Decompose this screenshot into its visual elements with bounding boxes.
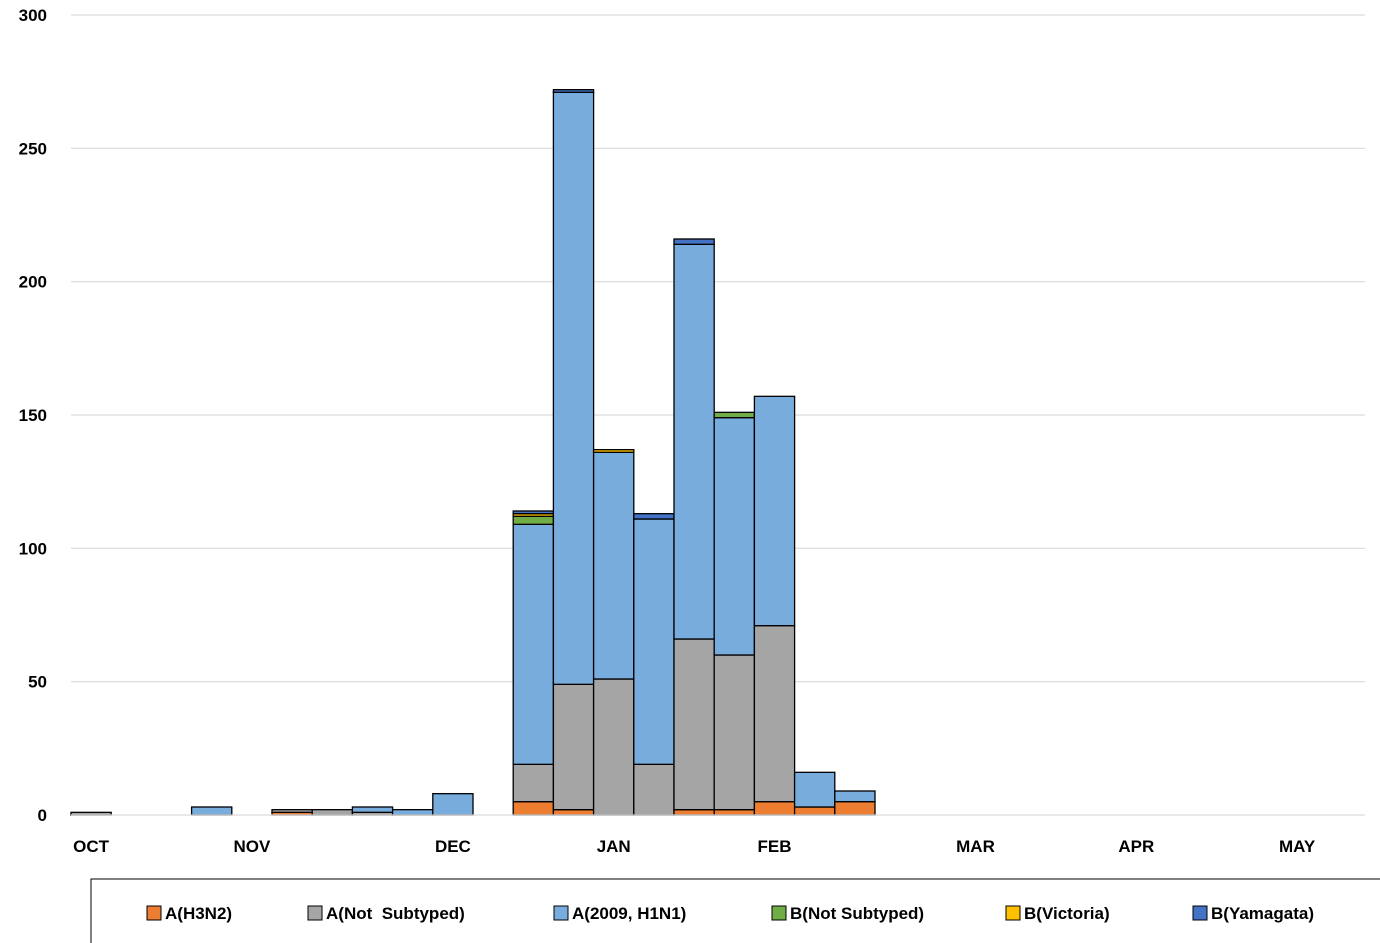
bar-segment [512, 515, 555, 525]
x-tick-label: JAN [597, 837, 631, 856]
bar-segment [512, 510, 555, 515]
legend-label: A(2009, H1N1) [572, 904, 686, 923]
y-tick-label: 50 [28, 673, 47, 692]
x-tick-label: APR [1118, 837, 1154, 856]
bar-segment [753, 801, 796, 816]
bar-segment [512, 523, 555, 765]
x-axis-ticks: OCT NOV DEC JAN FEB MAR APR MAY [73, 837, 1316, 856]
bar-segment [633, 763, 675, 816]
bar-segment [673, 243, 715, 640]
bar-segment [713, 809, 756, 816]
bar-segment [633, 518, 675, 765]
bar-segment [592, 678, 635, 816]
y-tick-label: 200 [19, 273, 47, 292]
y-tick-label: 100 [19, 539, 47, 558]
bar-segment [552, 89, 595, 93]
bar-segment [552, 683, 595, 811]
bar-segment [391, 809, 434, 816]
legend-box [90, 878, 1380, 943]
bar-segment [512, 801, 555, 816]
legend-label: B(Victoria) [1024, 904, 1110, 923]
bar-segment [592, 451, 635, 680]
bar-segment [834, 790, 876, 803]
x-tick-label: NOV [233, 837, 271, 856]
y-tick-label: 0 [38, 806, 47, 825]
bar-segment [713, 411, 756, 419]
legend-label: B(Not Subtyped) [790, 904, 924, 923]
legend-swatch [771, 905, 787, 921]
legend-swatch [1192, 905, 1208, 921]
y-tick-label: 150 [19, 406, 47, 425]
bar-segment [793, 771, 836, 808]
x-tick-label: DEC [435, 837, 471, 856]
x-tick-label: MAR [956, 837, 995, 856]
bar-segment [713, 654, 756, 811]
legend-swatch [1005, 905, 1021, 921]
legend-label: A(Not Subtyped) [326, 904, 465, 923]
bar-segment [592, 449, 635, 453]
bar-segment [834, 801, 876, 816]
bar-segment [673, 238, 715, 245]
legend-swatch [146, 905, 162, 921]
bar-segment [793, 806, 836, 816]
legend: A(H3N2) A(Not Subtyped) A(2009, H1N1) B(Not… [90, 878, 1380, 943]
bar-segment [311, 809, 354, 816]
bar-segment [633, 513, 675, 520]
y-tick-label: 300 [19, 6, 47, 25]
x-tick-label: MAY [1279, 837, 1316, 856]
bar-segment [713, 417, 756, 656]
bar-segment [190, 806, 233, 816]
legend-swatch [553, 905, 569, 921]
bars [70, 89, 876, 816]
x-tick-label: FEB [758, 837, 792, 856]
y-tick-label: 250 [19, 139, 47, 158]
legend-swatch [307, 905, 323, 921]
y-axis-ticks: 0 50 100 150 200 250 300 [19, 6, 47, 825]
bar-segment [753, 395, 796, 627]
legend-label: A(H3N2) [165, 904, 232, 923]
bar-segment [271, 809, 313, 813]
legend-label: B(Yamagata) [1211, 904, 1314, 923]
bar-segment [673, 809, 715, 816]
bar-segment [512, 763, 555, 803]
x-tick-label: OCT [73, 837, 110, 856]
bar-segment [753, 625, 796, 803]
bar-segment [552, 809, 595, 816]
bar-segment [673, 638, 715, 811]
bar-segment [552, 91, 595, 685]
bar-segment [351, 806, 394, 813]
bar-segment [432, 793, 474, 816]
